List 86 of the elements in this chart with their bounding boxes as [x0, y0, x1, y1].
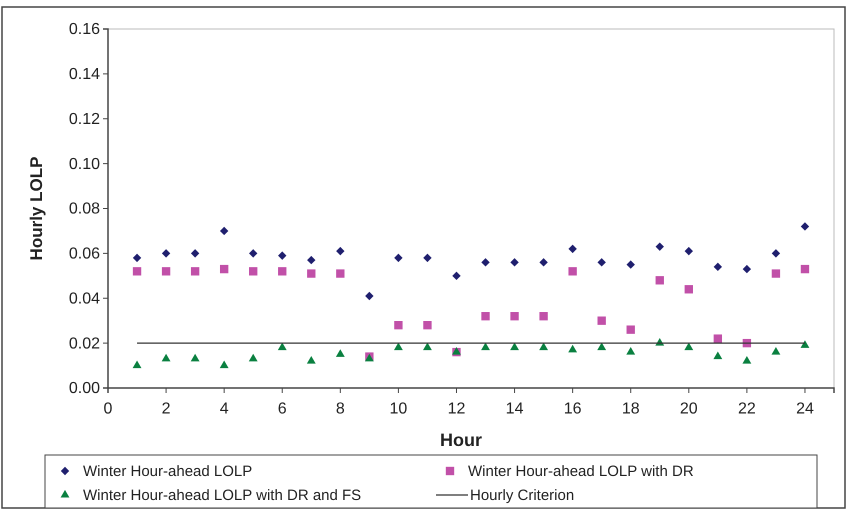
- x-tick-label: 24: [796, 400, 814, 418]
- y-axis-title: Hourly LOLP: [27, 156, 46, 260]
- point: [278, 251, 286, 260]
- point: [394, 254, 403, 262]
- point: [249, 249, 258, 258]
- point: [656, 242, 664, 251]
- point: [307, 269, 316, 278]
- point: [220, 360, 229, 368]
- x-tick-label: 0: [104, 400, 113, 418]
- point: [190, 354, 200, 362]
- point: [714, 334, 722, 343]
- point: [714, 262, 722, 272]
- legend-label: Winter Hour-ahead LOLP: [83, 463, 252, 480]
- point: [597, 258, 606, 267]
- point: [568, 244, 577, 254]
- point: [481, 312, 490, 320]
- point: [481, 258, 490, 267]
- point: [220, 226, 228, 236]
- point: [568, 267, 577, 276]
- x-tick-label: 14: [506, 400, 524, 418]
- point: [423, 320, 432, 330]
- y-tick-label: 0.02: [68, 335, 100, 352]
- point: [336, 269, 345, 278]
- point: [510, 258, 519, 267]
- point: [684, 246, 693, 256]
- point: [249, 267, 258, 276]
- point: [190, 249, 200, 258]
- y-tick-label: 0.06: [68, 245, 100, 262]
- point: [684, 285, 693, 294]
- x-axis-title: Hour: [440, 430, 482, 450]
- x-tick-label: 2: [162, 400, 171, 418]
- point: [742, 264, 752, 274]
- point: [510, 312, 519, 320]
- point: [248, 354, 258, 362]
- point: [132, 267, 142, 276]
- point: [800, 264, 810, 274]
- y-tick-label: 0.04: [68, 290, 100, 308]
- point: [742, 356, 752, 364]
- x-tick-label: 22: [738, 400, 756, 418]
- point: [597, 316, 606, 325]
- point: [568, 344, 578, 352]
- y-tick-label: 0.10: [68, 156, 100, 173]
- y-tick-label: 0.00: [68, 380, 100, 398]
- point: [162, 354, 171, 362]
- point: [306, 356, 316, 364]
- legend-label: Winter Hour-ahead LOLP with DR: [468, 463, 694, 480]
- point: [772, 249, 780, 258]
- point: [539, 258, 548, 267]
- x-tick-label: 12: [448, 400, 466, 418]
- point: [220, 264, 228, 274]
- point: [626, 260, 635, 269]
- point: [336, 349, 345, 357]
- point: [278, 267, 286, 276]
- point: [713, 351, 722, 360]
- y-tick-label: 0.14: [68, 66, 100, 83]
- point: [162, 267, 170, 276]
- y-tick-label: 0.08: [68, 200, 100, 218]
- point: [452, 272, 461, 280]
- legend-label: Hourly Criterion: [470, 487, 574, 504]
- x-tick-label: 18: [622, 400, 640, 418]
- x-tick-label: 16: [564, 400, 582, 418]
- point: [394, 320, 403, 330]
- point: [190, 267, 200, 276]
- x-tick-label: 4: [220, 400, 229, 418]
- point: [307, 256, 316, 264]
- point: [423, 254, 432, 262]
- point: [626, 325, 635, 334]
- x-tick-label: 10: [390, 400, 408, 418]
- x-tick-label: 20: [680, 400, 698, 418]
- point: [656, 276, 664, 284]
- point: [132, 254, 142, 262]
- point: [365, 292, 374, 300]
- point: [771, 346, 780, 355]
- point: [132, 360, 142, 368]
- point: [772, 269, 780, 278]
- x-tick-label: 8: [336, 400, 345, 418]
- x-tick-label: 6: [278, 400, 287, 418]
- y-tick-label: 0.12: [68, 110, 100, 128]
- point: [626, 346, 636, 355]
- point: [800, 340, 810, 348]
- y-tick-label: 0.16: [68, 21, 100, 38]
- point: [539, 312, 548, 320]
- point: [336, 246, 345, 256]
- point: [800, 222, 810, 231]
- legend-label: Winter Hour-ahead LOLP with DR and FS: [83, 487, 362, 504]
- point: [162, 249, 170, 258]
